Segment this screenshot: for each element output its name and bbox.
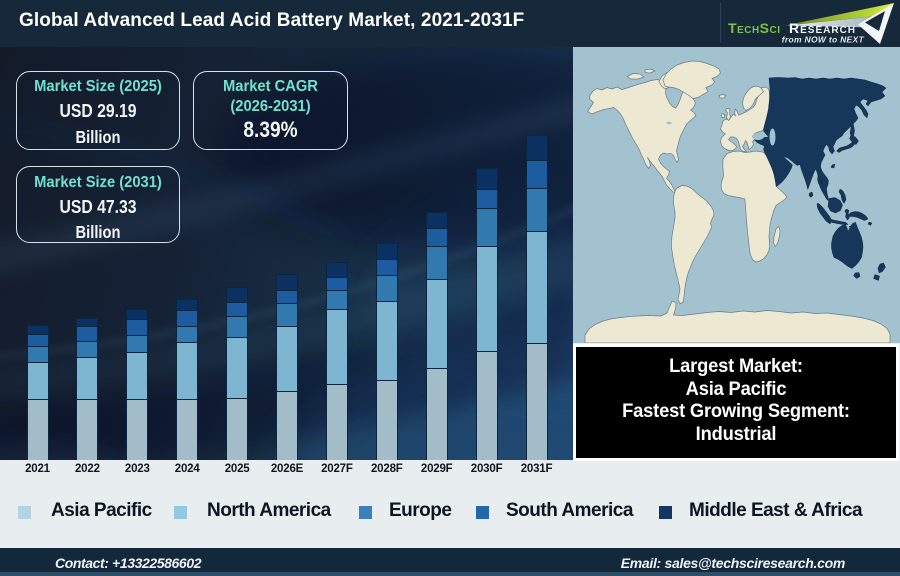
- svg-text:TechSci: TechSci: [728, 20, 781, 36]
- svg-text:from NOW to NEXT: from NOW to NEXT: [782, 35, 865, 45]
- svg-text:Research: Research: [789, 20, 856, 36]
